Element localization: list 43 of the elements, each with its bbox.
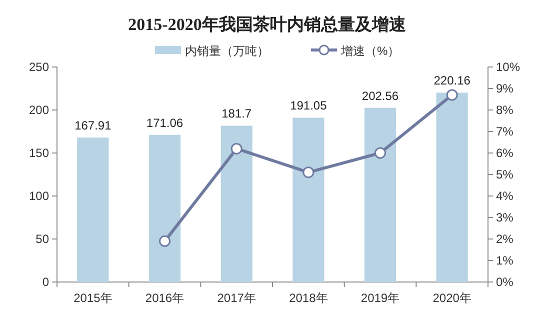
y2-tick-label: 2% [496,232,514,246]
point [374,147,386,159]
x-tick-label: 2020年 [432,291,472,305]
point [446,89,458,101]
y2-tick-label: 6% [496,146,514,160]
y-tick-label: 100 [28,189,50,203]
chart-title: 2015-2020年我国茶叶内销总量及增速 [128,15,406,34]
y2-tick-label: 1% [496,254,514,268]
x-tick-label: 2018年 [289,291,328,305]
bar [77,138,109,282]
y-tick-label: 150 [28,146,50,160]
y-tick-label: 50 [36,232,50,246]
y2-tick-label: 10% [496,60,520,74]
data-label: 191.05 [290,98,328,113]
point [159,235,170,247]
y-tick-label: 0 [42,275,50,289]
y2-tick-label: 8% [496,103,514,117]
y2-tick-label: 3% [496,210,514,224]
y2-tick-label: 9% [496,82,514,96]
x-tick-label: 2016年 [145,291,184,305]
point [302,166,314,178]
legend-label: 内销量（万吨） [185,44,269,58]
data-label: 220.16 [434,74,471,88]
y-tick-label: 250 [28,60,50,74]
x-tick-label: 2019年 [360,291,400,305]
bar [220,126,252,282]
data-label: 171.06 [146,116,184,130]
y-tick-label: 200 [28,103,50,117]
bar [292,118,324,282]
y2-tick-label: 0% [496,275,514,289]
point [230,142,242,154]
legend-label: 增速（%） [340,44,400,58]
x-tick-label: 2015年 [74,291,112,305]
y2-tick-label: 5% [496,168,514,182]
bar [148,134,181,282]
y2-tick-label: 4% [496,189,514,203]
data-label: 167.91 [74,118,112,133]
y2-tick-label: 7% [496,124,514,138]
bar [364,108,396,282]
data-label: 202.56 [362,88,399,103]
x-tick-label: 2017年 [217,291,256,305]
bar [436,92,468,282]
data-label: 181.7 [222,106,252,121]
